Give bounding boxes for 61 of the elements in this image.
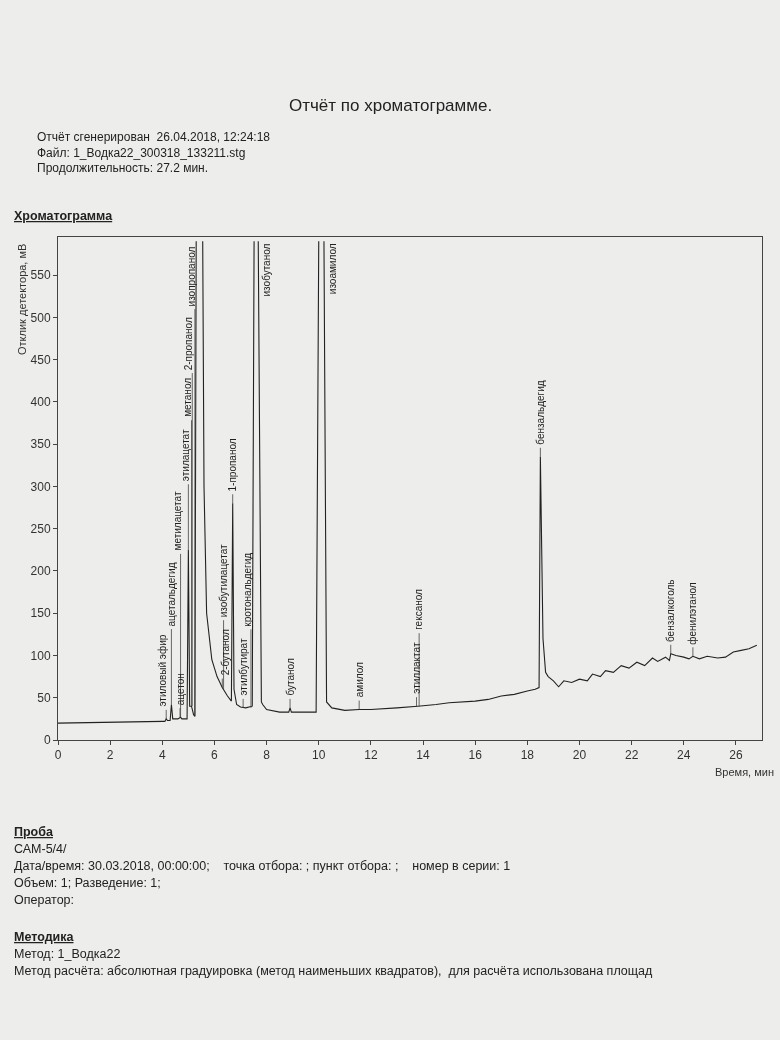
annotation: этиловый эфир: [156, 634, 168, 707]
text: Метод: 1_Водка22: [14, 947, 121, 961]
annotation: метанол: [182, 377, 194, 417]
x-tick-label: 0: [54, 748, 62, 763]
x-tick-label: 2: [106, 748, 114, 763]
annotation: бензалкоголь: [665, 579, 677, 643]
annotation: бензальдегид: [535, 380, 547, 445]
annotation: бутанол: [284, 658, 296, 696]
annotation: фенилэтанол: [687, 582, 699, 645]
x-tick-label: 20: [572, 748, 587, 763]
y-tick-label: 0: [43, 733, 51, 748]
x-tick-label: 26: [729, 748, 743, 763]
x-tick-label: 8: [263, 748, 271, 763]
y-tick-label: 350: [30, 437, 51, 452]
y-tick-label: 550: [30, 268, 51, 283]
x-axis-title: Время, мин: [715, 766, 774, 778]
y-tick-label: 250: [30, 521, 51, 536]
text: Метод расчёта: абсолютная градуировка (метод наименьших квадратов), для расчёта использована площад: [14, 964, 654, 978]
x-tick-label: 16: [468, 748, 483, 763]
y-tick-label: 500: [30, 310, 51, 325]
annotation: гексанол: [413, 588, 425, 630]
annotation: 1-пропанол: [226, 438, 238, 492]
text: Оператор:: [14, 893, 75, 907]
text: Методика: [14, 930, 75, 944]
x-tick-label: 24: [677, 748, 691, 763]
x-tick-label: 10: [312, 748, 326, 763]
y-tick-label: 450: [30, 352, 51, 367]
text: Объем: 1; Разведение: 1;: [14, 876, 161, 890]
annotation: амилол: [354, 661, 366, 698]
y-tick-label: 150: [30, 606, 51, 621]
text: Хроматограмма: [14, 209, 114, 223]
annotation: изобутилацетат: [217, 543, 229, 618]
annotation: изоамилол: [326, 243, 338, 295]
x-tick-label: 6: [211, 748, 219, 763]
y-tick-label: 400: [30, 395, 51, 410]
x-tick-label: 14: [416, 748, 431, 763]
text: САМ-5/4/: [14, 842, 68, 856]
annotation: изопропанол: [186, 246, 198, 307]
annotation: 2-бутанол: [220, 629, 232, 676]
x-tick-label: 18: [520, 748, 535, 763]
y-tick-label: 100: [30, 648, 51, 663]
chart-subtitle: Отчёт сгенерирован 26.04.2018, 12:24:18 Файл: 1_Водка22_300318_133211.stg Продолжительность: 27.2 мин.: [37, 130, 271, 176]
annotation: этилацетат: [179, 429, 191, 482]
annotation: кротональдегид: [242, 552, 254, 627]
annotation: изобутанол: [261, 243, 273, 297]
y-tick-label: 300: [30, 479, 51, 494]
x-tick-label: 22: [624, 748, 639, 763]
y-axis-title: Отклик детектора, мВ: [16, 243, 28, 355]
annotation: этилбутират: [237, 638, 249, 696]
annotation: ацетон: [174, 673, 186, 706]
y-tick-label: 50: [37, 690, 51, 705]
annotation: ацетальдегид: [166, 562, 178, 627]
chart-title: Отчёт по хроматограмме.: [289, 96, 493, 115]
x-tick-label: 12: [364, 748, 378, 763]
annotation: 2-пропанол: [183, 317, 195, 371]
x-tick-label: 4: [158, 748, 166, 763]
text: Дата/время: 30.03.2018, 00:00:00; точка отбора: ; пункт отбора: ; номер в серии: 1: [14, 859, 511, 873]
annotation: метилацетат: [171, 491, 183, 551]
annotation: этиллактат: [411, 642, 423, 694]
y-tick-label: 200: [30, 564, 51, 579]
text: Проба: [14, 825, 54, 839]
